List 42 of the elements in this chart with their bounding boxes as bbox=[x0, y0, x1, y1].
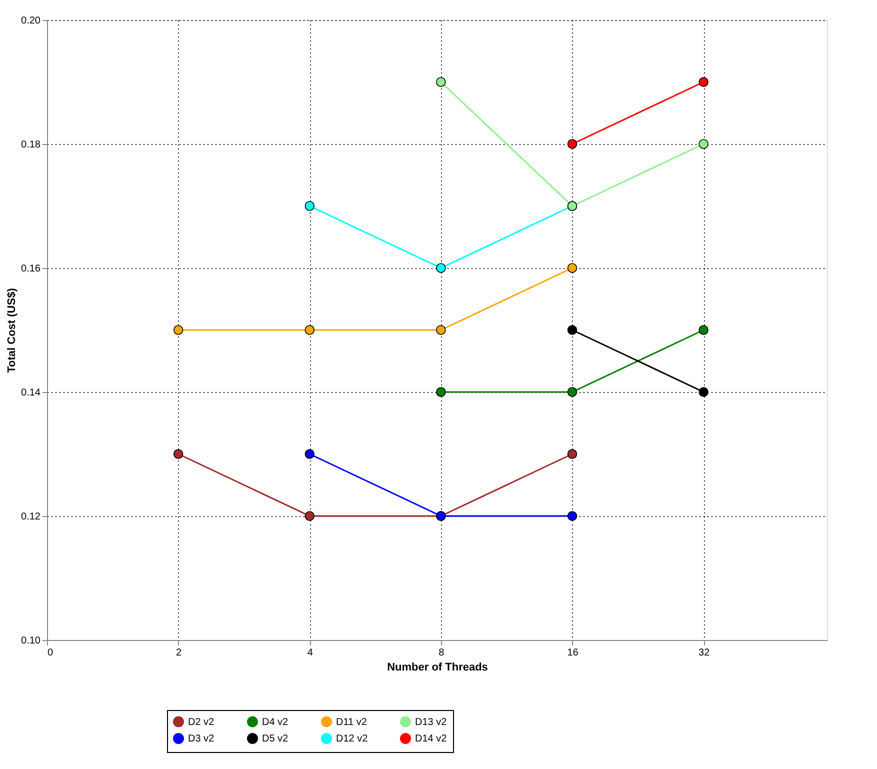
legend-label: D2 v2 bbox=[188, 716, 215, 728]
y-tick-label: 0.20 bbox=[21, 16, 41, 26]
point bbox=[436, 263, 446, 273]
y-tick-label: 0.12 bbox=[21, 512, 41, 522]
point bbox=[567, 449, 578, 459]
point bbox=[436, 77, 446, 87]
point bbox=[698, 77, 708, 87]
legend-label: D14 v2 bbox=[415, 734, 448, 744]
legend-label: D11 v2 bbox=[336, 716, 368, 728]
point bbox=[698, 387, 708, 397]
point bbox=[436, 387, 446, 397]
point bbox=[567, 511, 578, 521]
x-tick-label: 16 bbox=[567, 648, 579, 658]
point bbox=[436, 325, 446, 335]
y-tick-label: 0.16 bbox=[21, 264, 41, 274]
legend-label: D3 v2 bbox=[188, 734, 215, 744]
point bbox=[304, 325, 314, 335]
point bbox=[173, 325, 184, 335]
point bbox=[304, 449, 314, 459]
x-tick-label: 0 bbox=[48, 648, 54, 658]
point bbox=[173, 449, 184, 459]
x-axis-title: Number of Threads bbox=[387, 662, 488, 674]
x-tick-label: 2 bbox=[176, 648, 182, 658]
legend-label: D13 v2 bbox=[415, 716, 448, 728]
x-tick-label: 8 bbox=[438, 648, 445, 658]
point bbox=[698, 325, 708, 335]
x-tick-label: 32 bbox=[698, 648, 710, 658]
x-tick-label: 4 bbox=[307, 648, 314, 658]
legend-label: D5 v2 bbox=[262, 734, 289, 744]
point bbox=[304, 201, 314, 211]
point bbox=[567, 325, 578, 335]
point bbox=[698, 139, 708, 149]
point bbox=[304, 511, 314, 521]
point bbox=[567, 263, 578, 273]
y-tick-label: 0.14 bbox=[21, 388, 41, 398]
point bbox=[567, 139, 578, 149]
y-axis-title: Total Cost (US$) bbox=[6, 288, 18, 373]
legend-label: D4 v2 bbox=[262, 716, 289, 728]
y-tick-label: 0.10 bbox=[21, 636, 41, 646]
point bbox=[567, 387, 578, 397]
y-tick-label: 0.18 bbox=[21, 140, 41, 150]
legend-label: D12 v2 bbox=[336, 734, 368, 744]
